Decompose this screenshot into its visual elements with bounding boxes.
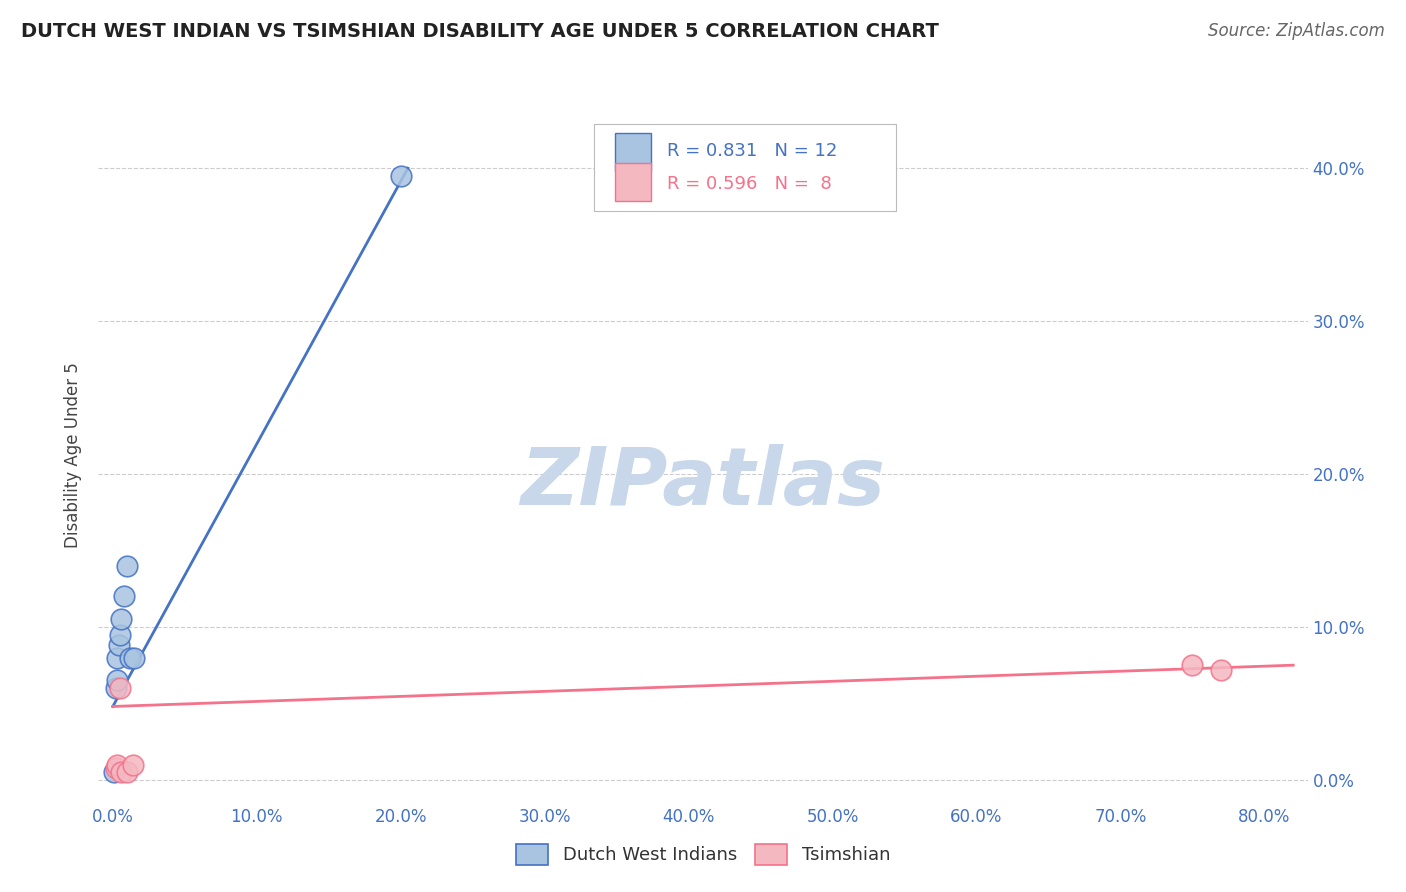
Point (1181, 658, 1204, 673)
Point (110, 765, 132, 780)
Point (104, 681, 127, 695)
Bar (614, 133, 651, 171)
FancyBboxPatch shape (595, 124, 897, 211)
Text: DUTCH WEST INDIAN VS TSIMSHIAN DISABILITY AGE UNDER 5 CORRELATION CHART: DUTCH WEST INDIAN VS TSIMSHIAN DISABILIT… (21, 22, 939, 41)
Point (107, 638, 129, 652)
Point (122, 757, 145, 772)
Point (104, 761, 127, 775)
Point (108, 627, 131, 641)
Text: R = 0.831   N = 12: R = 0.831 N = 12 (666, 142, 837, 160)
Y-axis label: Disability Age Under 5: Disability Age Under 5 (65, 362, 83, 548)
Point (389, 169, 412, 183)
Text: Source: ZipAtlas.com: Source: ZipAtlas.com (1208, 22, 1385, 40)
Point (1211, 663, 1233, 677)
Point (112, 590, 135, 604)
Point (124, 650, 146, 665)
Bar (614, 162, 651, 201)
Point (110, 612, 132, 626)
Point (105, 757, 128, 772)
Text: ZIPatlas: ZIPatlas (520, 443, 886, 522)
Point (115, 765, 138, 780)
Point (115, 558, 138, 573)
Point (105, 673, 128, 688)
Point (120, 650, 142, 665)
Point (103, 765, 125, 780)
Legend: Dutch West Indians, Tsimshian: Dutch West Indians, Tsimshian (506, 835, 900, 874)
Point (105, 650, 128, 665)
Point (108, 681, 131, 695)
Text: R = 0.596   N =  8: R = 0.596 N = 8 (666, 175, 831, 193)
